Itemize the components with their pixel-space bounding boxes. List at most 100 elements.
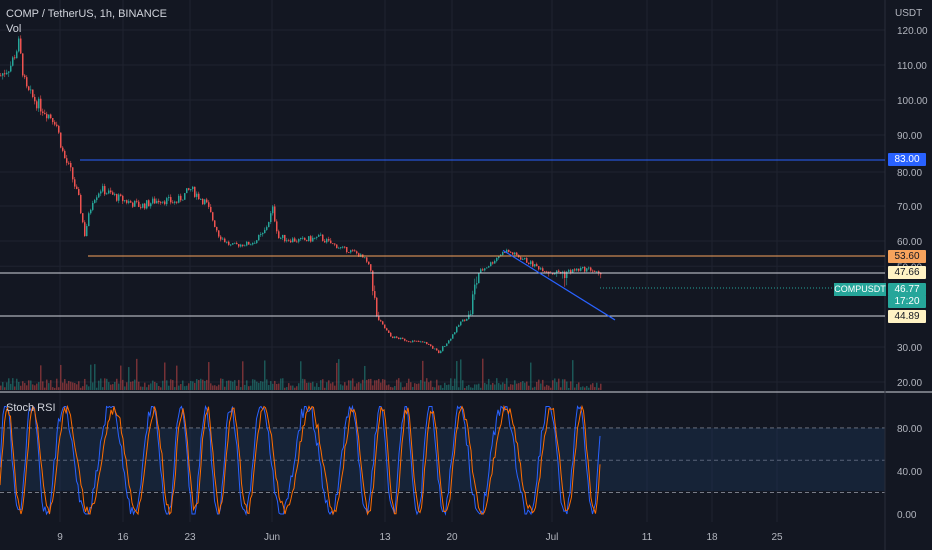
volume-bar [332,382,334,390]
price-tick-label: 30.00 [897,343,922,354]
current-price-badge[interactable]: 46.77 [888,283,926,296]
candle-body [82,213,84,223]
candle-body [108,190,110,194]
level-44-badge[interactable]: 44.89 [888,310,926,323]
candle-body [30,89,32,91]
volume-bar [96,387,98,390]
candle-body [232,243,234,245]
candle-body [226,241,228,243]
volume-bar [172,380,174,390]
candle-body [300,237,302,240]
volume-bar [176,365,178,390]
volume-bar [86,384,88,390]
volume-bar [532,387,534,390]
candle-body [520,257,522,260]
candle-body [450,338,452,341]
candle-body [44,112,46,114]
candle-body [534,264,536,267]
volume-bar [348,380,350,390]
candle-body [418,341,420,342]
candle-body [380,320,382,322]
candle-body [594,271,596,272]
candle-body [54,122,56,125]
volume-bar [112,384,114,390]
candle-body [524,258,526,260]
candle-body [426,342,428,345]
volume-bar [108,382,110,390]
candle-body [282,234,284,238]
volume-bar [456,361,458,390]
candle-body [86,226,88,237]
volume-bar [546,384,548,390]
time-axis-ticks[interactable]: 9 16 23 Jun 13 20 Jul 11 18 25 [57,532,783,543]
candle-body [246,241,248,246]
candle-body [412,340,414,343]
volume-bar [590,384,592,390]
level-53-badge[interactable]: 53.60 [888,250,926,263]
candle-body [70,163,72,168]
volume-bar [334,385,336,390]
candle-body [138,201,140,207]
price-axis-ticks[interactable]: 120.00110.00100.0090.0080.0070.0060.0050… [897,26,928,389]
volume-bar [568,387,570,390]
levels[interactable] [0,159,885,317]
volume-bar [488,378,490,390]
candle-body [196,193,198,197]
volume-bar [584,387,586,390]
candle-body [38,98,40,109]
candle-body [98,193,100,198]
candle-body [134,200,136,207]
candle-body [428,344,430,345]
time-tick-label: 9 [57,532,63,543]
candle-body [574,269,576,271]
volume-bar [326,382,328,390]
downtrend-line[interactable] [502,249,616,321]
trendlines[interactable] [502,249,616,321]
candle-body [270,213,272,223]
volume-bar [36,383,38,390]
volume-bar [364,365,366,390]
candle-body [166,198,168,205]
candle-body [0,75,2,77]
candle-body [502,251,504,255]
candle-body [100,191,102,194]
volume-bar [452,385,454,390]
candle-body [448,340,450,344]
candle-body [150,203,152,207]
candle-body [224,238,226,243]
time-tick-label: 20 [446,532,458,543]
volume-bar [0,385,2,390]
candle-body [546,271,548,273]
volume-label[interactable]: Vol [6,23,22,35]
volume-bar [258,382,260,390]
volume-bar [140,386,142,390]
candle-body [396,336,398,338]
volume-bar [496,378,498,390]
candle-body [50,114,52,119]
candle-body [478,272,480,284]
level-83-badge[interactable]: 83.00 [888,153,926,166]
candle-body [124,200,126,202]
level-47-badge[interactable]: 47.66 [888,266,926,279]
candle-body [222,238,224,240]
candle-body [68,162,70,164]
candle-body [302,237,304,239]
candle-body [402,337,404,339]
grid [0,0,885,522]
candle-body [154,198,156,204]
osc-label[interactable]: Stoch RSI [6,402,56,414]
volume-bar [238,379,240,390]
volume-bar [124,386,126,390]
candle-body [444,345,446,347]
candle-body [144,203,146,209]
osc-axis-ticks[interactable]: 80.00 40.00 0.00 [897,424,922,521]
volume-bar [322,379,324,390]
symbol-badge[interactable]: COMPUSDT [834,283,886,296]
volume-bar [216,386,218,390]
symbol-title[interactable]: COMP / TetherUS, 1h, BINANCE [6,8,167,20]
candle-body [40,98,42,112]
volume-bar [500,384,502,390]
volume-bar [68,380,70,390]
volume-bar [408,378,410,390]
